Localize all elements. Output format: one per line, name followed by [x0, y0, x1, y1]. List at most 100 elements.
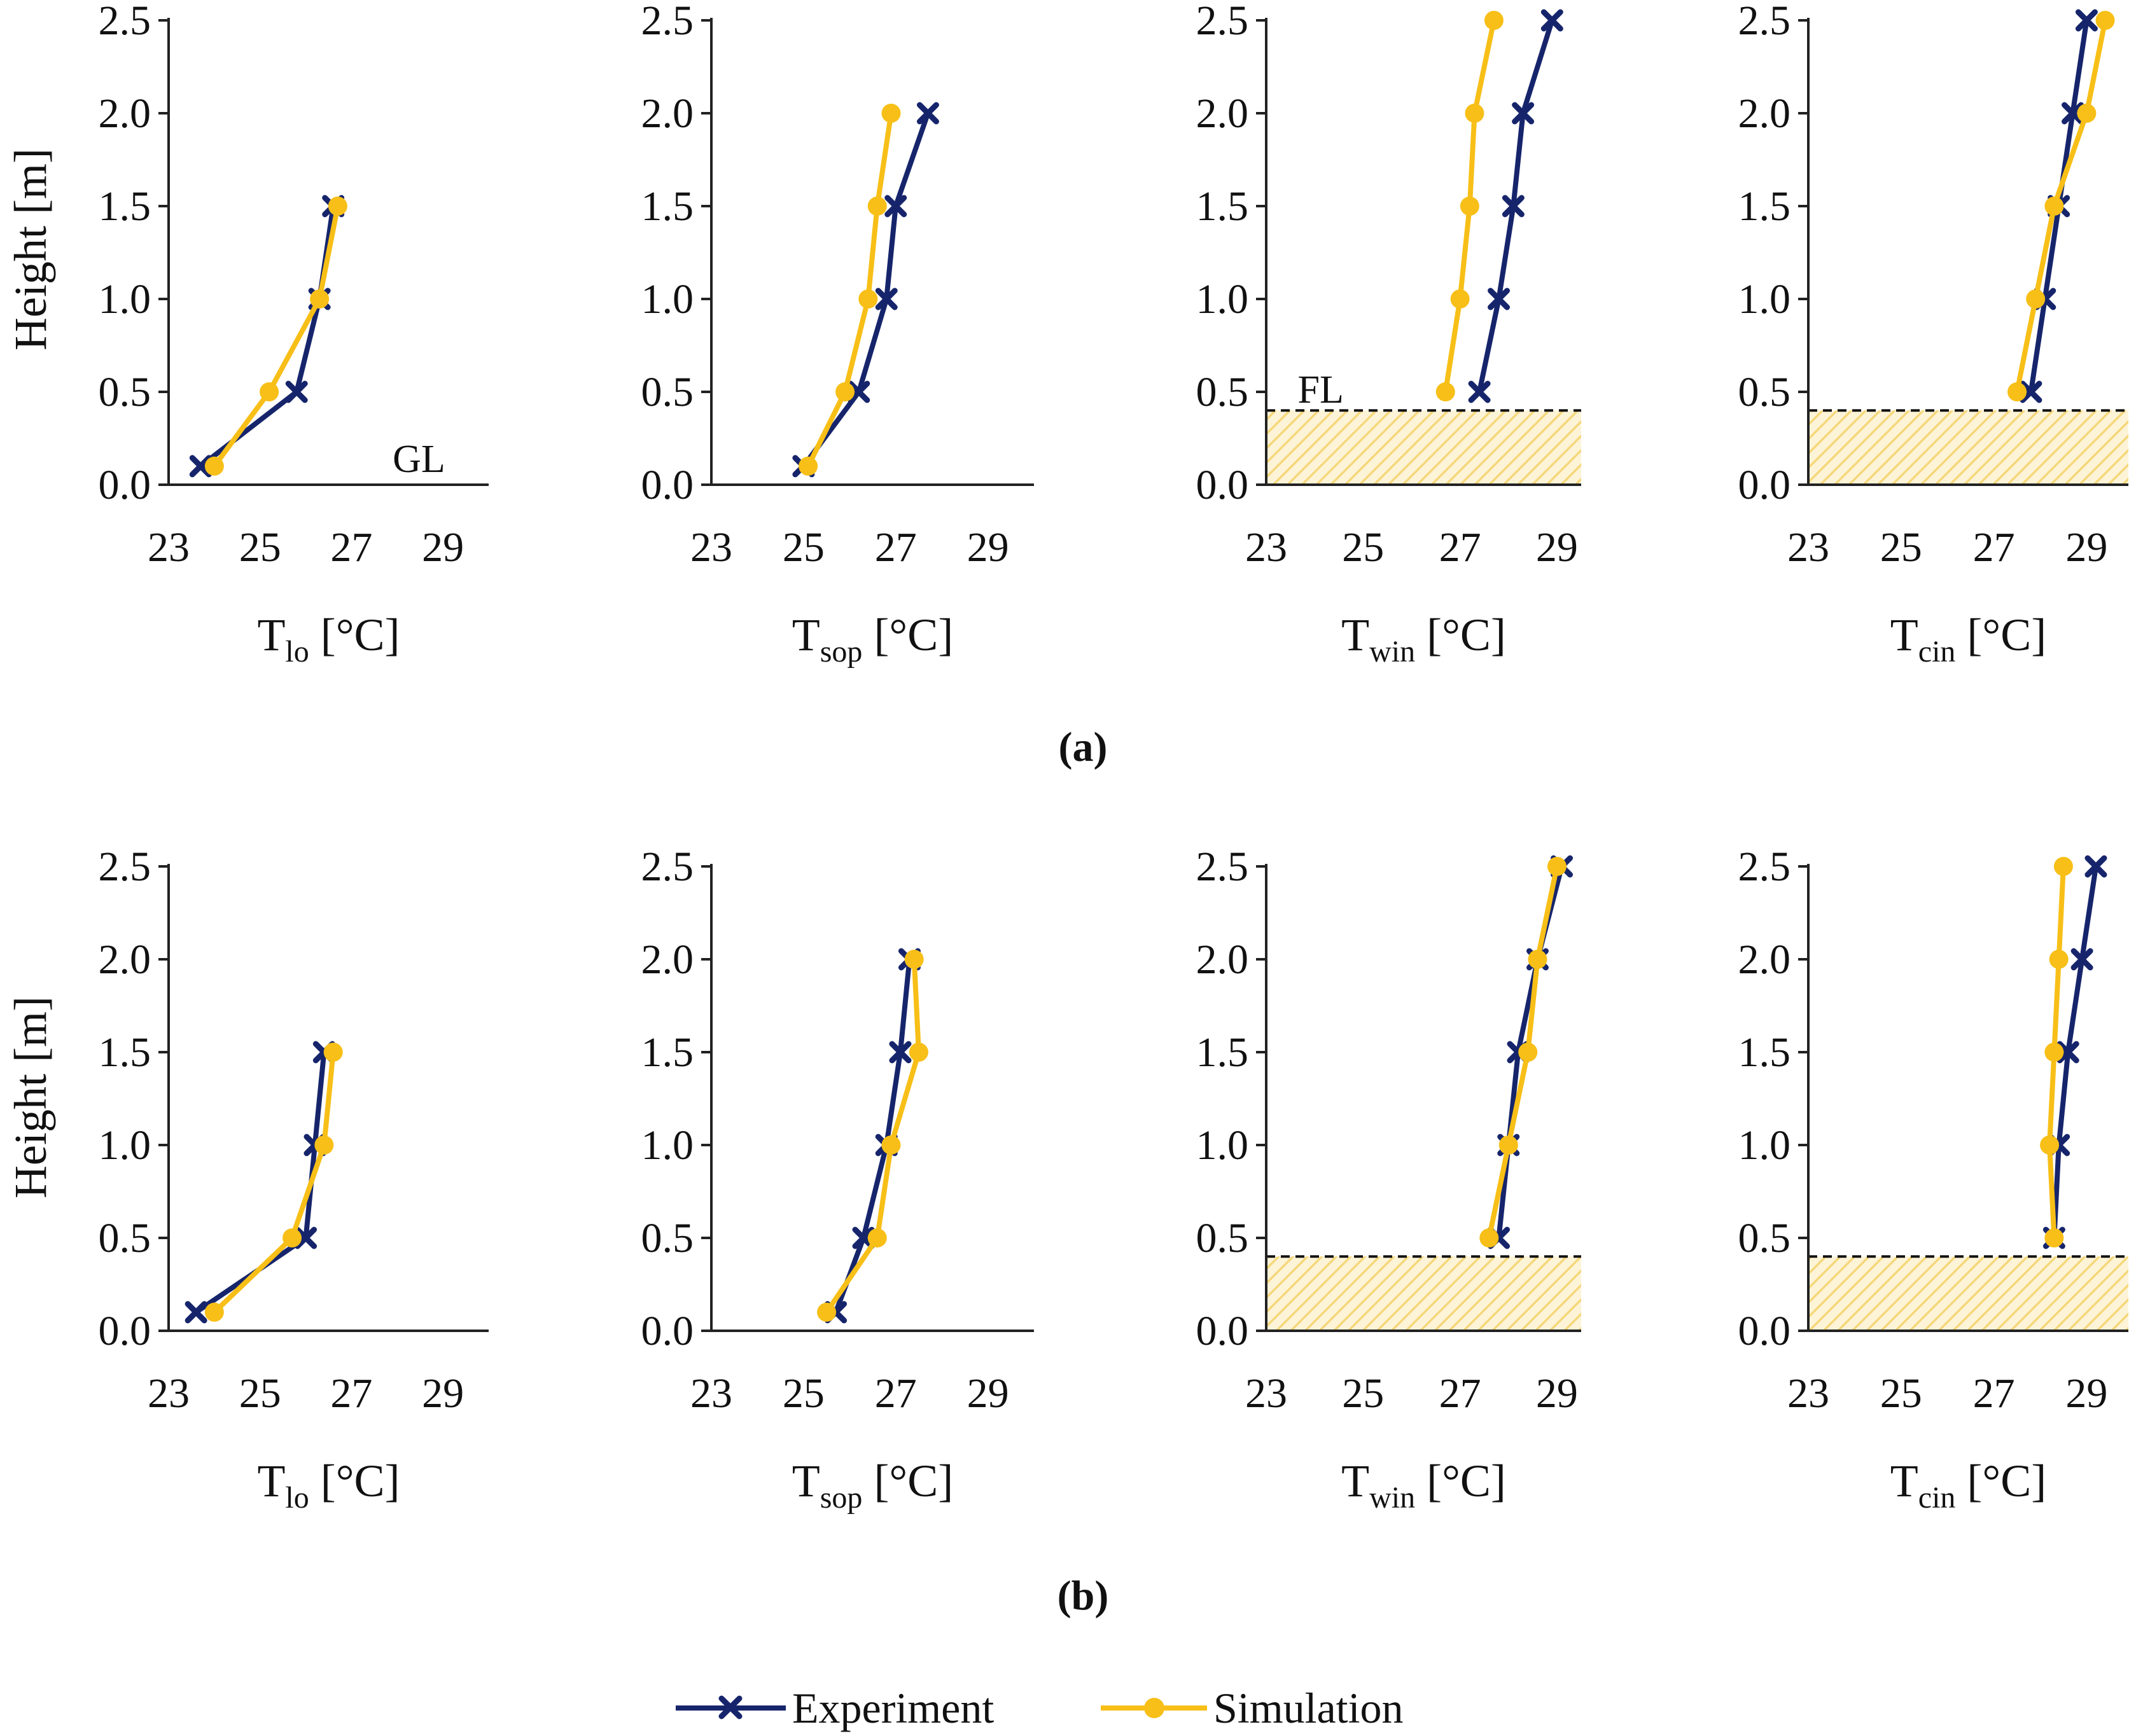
- chart-a4-ytick-label-4: 2.0: [1738, 90, 1791, 137]
- chart-a4-experiment-point-3: [2062, 102, 2084, 125]
- chart-a3-xtick-label-1: 25: [1342, 524, 1384, 571]
- chart-a4-ytick-label-2: 1.0: [1738, 276, 1791, 323]
- chart-b4-floor-region: [1810, 1256, 2128, 1331]
- chart-a2-x-title: Tsop [°C]: [792, 609, 953, 669]
- chart-b2-xtick-label-2: 27: [875, 1370, 917, 1417]
- chart-b2-xtick-label-1: 25: [783, 1370, 825, 1417]
- chart-a3-x-title-sub: win: [1369, 635, 1415, 669]
- chart-a2-x-title-unit: [°C]: [862, 609, 953, 660]
- chart-a2-ytick-label-4: 2.0: [641, 90, 694, 137]
- chart-a2-experiment-point-2: [875, 288, 898, 310]
- chart-b4-ytick-label-5: 2.5: [1738, 844, 1791, 890]
- chart-b2-ytick-label-1: 0.5: [641, 1215, 694, 1261]
- chart-b3-ytick-label-3: 1.5: [1196, 1029, 1249, 1076]
- chart-a4-ytick-label-1: 0.5: [1738, 369, 1791, 415]
- chart-a4-floor-region: [1810, 410, 2128, 485]
- chart-a1-x-title-unit: [°C]: [309, 609, 400, 660]
- chart-a3-ytick-label-2: 1.0: [1196, 276, 1249, 323]
- chart-b3-ytick-label-4: 2.0: [1196, 936, 1249, 983]
- chart-a3-experiment-point-4: [1540, 9, 1563, 32]
- chart-a1-simulation-line: [212, 205, 340, 468]
- chart-b2: 0.0 0.5 1.0 1.5 2.0 2.5 23 25 27 29 Tsop [°C]: [641, 844, 1034, 1515]
- chart-b3-x-title-unit: [°C]: [1415, 1455, 1506, 1506]
- chart-b2-simulation-point-3: [909, 1043, 928, 1062]
- chart-a1-ytick-label-4: 2.0: [99, 90, 151, 137]
- chart-b1-experiment-point-1: [295, 1226, 318, 1249]
- chart-b1-simulation-point-0: [204, 1302, 224, 1322]
- chart-a4-xtick-label-2: 27: [1973, 524, 2015, 571]
- chart-b3-simulation-point-0: [1479, 1228, 1499, 1247]
- chart-a3-ytick-label-0: 0.0: [1196, 462, 1249, 508]
- chart-a2-simulation-point-2: [858, 289, 878, 309]
- chart-a2: 0.0 0.5 1.0 1.5 2.0 2.5 23 25 27 29 Tsop [°C]: [641, 0, 1034, 669]
- chart-b2-simulation-point-2: [881, 1135, 901, 1155]
- chart-b2-x-title-main: T: [792, 1455, 820, 1506]
- chart-b1-x-title-main: T: [257, 1455, 285, 1506]
- chart-b4-xtick-label-3: 29: [2065, 1370, 2107, 1417]
- chart-a2-simulation-point-4: [881, 104, 901, 123]
- chart-a3-experiment-point-0: [1468, 380, 1491, 403]
- chart-a1-ytick-label-1: 0.5: [99, 369, 151, 415]
- chart-a3: 0.0 0.5 1.0 1.5 2.0 2.5 23 25 27 29 Twin [°C] FL: [1196, 0, 1581, 669]
- chart-b2-experiment-point-1: [852, 1226, 875, 1249]
- chart-b2-xtick-label-0: 23: [690, 1370, 732, 1417]
- chart-b4-simulation-point-1: [2040, 1135, 2060, 1155]
- chart-a4-simulation-point-0: [2007, 382, 2027, 401]
- chart-b1-experiment-point-0: [185, 1301, 207, 1324]
- chart-b3: 0.0 0.5 1.0 1.5 2.0 2.5 23 25 27 29 Twin [°C]: [1196, 844, 1581, 1515]
- chart-a2-simulation-point-0: [799, 456, 818, 476]
- chart-b2-simulation-point-4: [904, 950, 924, 969]
- chart-b3-simulation-point-3: [1528, 950, 1547, 969]
- chart-a1-x-title-main: T: [257, 609, 285, 660]
- chart-a2-simulation-point-1: [835, 382, 855, 401]
- chart-a4-x-title-sub: cin: [1918, 635, 1956, 669]
- chart-a3-ytick-label-3: 1.5: [1196, 183, 1249, 230]
- chart-b3-x-title-sub: win: [1369, 1481, 1415, 1515]
- chart-a3-xtick-label-0: 23: [1245, 524, 1287, 571]
- chart-a4-xtick-label-1: 25: [1880, 524, 1922, 571]
- chart-a2-ytick-label-3: 1.5: [641, 183, 694, 230]
- chart-a3-xtick-label-2: 27: [1439, 524, 1481, 571]
- chart-a3-experiment-point-3: [1512, 102, 1535, 125]
- chart-a1-x-title-sub: lo: [285, 635, 309, 669]
- chart-b1-ytick-label-0: 0.0: [99, 1308, 151, 1354]
- chart-a1-simulation-point-2: [310, 289, 330, 309]
- chart-a2-experiment-point-4: [916, 102, 939, 125]
- legend-simulation-marker: [1144, 1698, 1164, 1718]
- chart-a3-ytick-label-5: 2.5: [1196, 0, 1249, 44]
- chart-b3-x-title: Twin [°C]: [1341, 1455, 1506, 1515]
- chart-b1-simulation-point-3: [323, 1043, 343, 1062]
- legend-experiment-label: Experiment: [792, 1684, 994, 1732]
- chart-b1-xtick-label-3: 29: [422, 1370, 464, 1417]
- chart-b1-x-title-unit: [°C]: [309, 1455, 400, 1506]
- chart-a1-experiment-line: [199, 205, 336, 468]
- chart-a2-experiment-point-1: [848, 380, 870, 403]
- chart-b4-xtick-label-1: 25: [1880, 1370, 1922, 1417]
- chart-a2-ytick-label-2: 1.0: [641, 276, 694, 323]
- chart-a2-experiment-point-3: [884, 195, 907, 218]
- chart-b4-ytick-label-2: 1.0: [1738, 1122, 1791, 1169]
- y-axis-title-b-text: Height [m]: [5, 996, 56, 1198]
- chart-a3-simulation-point-1: [1450, 289, 1470, 309]
- chart-b1-ytick-label-1: 0.5: [99, 1215, 151, 1261]
- chart-a2-ytick-label-5: 2.5: [641, 0, 694, 44]
- chart-a1-xtick-label-3: 29: [422, 524, 464, 571]
- chart-a4-simulation-point-1: [2026, 289, 2046, 309]
- chart-a3-x-title: Twin [°C]: [1341, 609, 1506, 669]
- chart-b4-x-title-main: T: [1890, 1455, 1918, 1506]
- chart-a3-xtick-label-3: 29: [1536, 524, 1578, 571]
- chart-a3-ytick-label-4: 2.0: [1196, 90, 1249, 137]
- chart-b2-ytick-label-0: 0.0: [641, 1308, 694, 1354]
- chart-a4-ytick-label-0: 0.0: [1738, 462, 1791, 508]
- chart-a4-ytick-label-3: 1.5: [1738, 183, 1791, 230]
- chart-a4-simulation-point-2: [2044, 197, 2064, 216]
- row-b-label: (b): [1058, 1573, 1109, 1619]
- chart-b3-ytick-label-5: 2.5: [1196, 844, 1249, 890]
- chart-b1-xtick-label-2: 27: [330, 1370, 372, 1417]
- chart-a2-x-title-main: T: [792, 609, 820, 660]
- legend-simulation-label: Simulation: [1213, 1684, 1403, 1732]
- chart-a1-annotation: GL: [393, 438, 445, 481]
- chart-b4-ytick-label-3: 1.5: [1738, 1029, 1791, 1076]
- chart-b4-x-title: Tcin [°C]: [1890, 1455, 2046, 1515]
